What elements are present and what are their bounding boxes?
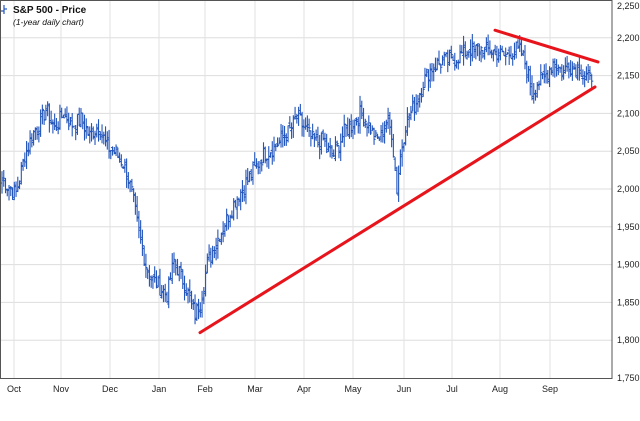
y-tick-label: 2,000 bbox=[617, 184, 640, 194]
resistance-trendline bbox=[493, 28, 600, 64]
x-tick-label: Apr bbox=[297, 384, 311, 394]
ohlc-bar bbox=[439, 64, 443, 74]
x-tick-label: Nov bbox=[53, 384, 70, 394]
y-axis-tick-labels: 1,750 1,800 1,850 1,900 1,950 2,000 2,050 2,100… bbox=[617, 1, 640, 383]
legend: S&P 500 - Price (1-year daily chart) bbox=[1, 5, 87, 27]
ohlc-bar bbox=[504, 47, 508, 66]
x-tick-label: Aug bbox=[492, 384, 508, 394]
ohlc-bar bbox=[119, 154, 123, 167]
plot-frame bbox=[0, 0, 613, 379]
y-tick-label: 2,100 bbox=[617, 108, 640, 118]
legend-ohlc-icon bbox=[1, 5, 7, 14]
ohlc-bar bbox=[179, 261, 183, 280]
y-tick-label: 1,800 bbox=[617, 335, 640, 345]
x-tick-label: Jan bbox=[152, 384, 167, 394]
x-tick-label: Mar bbox=[247, 384, 263, 394]
ohlc-bar bbox=[225, 208, 229, 231]
ohlc-bar bbox=[260, 159, 264, 172]
ohlc-bar bbox=[590, 74, 594, 89]
price-bars bbox=[0, 33, 594, 325]
ohlc-bar bbox=[479, 45, 483, 63]
ohlc-bar bbox=[114, 144, 118, 157]
ohlc-bar bbox=[40, 104, 44, 125]
y-tick-label: 1,750 bbox=[617, 373, 640, 383]
y-tick-label: 2,200 bbox=[617, 33, 640, 43]
ohlc-bar bbox=[363, 118, 367, 128]
ohlc-bar bbox=[368, 122, 373, 135]
x-tick-label: Sep bbox=[542, 384, 558, 394]
x-tick-label: Jul bbox=[446, 384, 458, 394]
x-tick-label: Oct bbox=[7, 384, 22, 394]
ohlc-bar bbox=[67, 112, 71, 131]
ohlc-bar bbox=[409, 105, 413, 121]
ohlc-bar bbox=[588, 65, 592, 80]
y-tick-label: 2,150 bbox=[617, 71, 640, 81]
x-tick-label: May bbox=[344, 384, 362, 394]
ohlc-bar bbox=[311, 123, 315, 140]
ohlc-bar bbox=[449, 45, 453, 59]
ohlc-bar bbox=[307, 118, 311, 137]
ohlc-bar bbox=[70, 112, 74, 137]
y-tick-label: 2,050 bbox=[617, 146, 640, 156]
y-tick-label: 1,850 bbox=[617, 297, 640, 307]
ohlc-bar bbox=[374, 130, 378, 138]
x-axis-tick-labels: Oct Nov Dec Jan Feb Mar Apr May Jun Jul Aug Sep bbox=[7, 384, 558, 394]
ohlc-bar bbox=[335, 140, 339, 147]
x-tick-label: Dec bbox=[102, 384, 119, 394]
ohlc-bar bbox=[275, 137, 280, 148]
trendlines bbox=[198, 28, 600, 335]
ohlc-bar bbox=[216, 229, 220, 259]
ohlc-bar bbox=[539, 64, 543, 86]
ohlc-bar bbox=[437, 50, 441, 65]
x-tick-label: Jun bbox=[397, 384, 412, 394]
ohlc-bar bbox=[375, 133, 380, 139]
ohlc-bar bbox=[172, 252, 176, 273]
ohlc-bar bbox=[372, 127, 376, 145]
ohlc-bar bbox=[144, 253, 148, 278]
ohlc-bar bbox=[391, 133, 395, 158]
support-trendline bbox=[198, 85, 597, 335]
y-tick-label: 1,950 bbox=[617, 222, 640, 232]
ohlc-bar bbox=[421, 81, 425, 98]
chart-subtitle: (1-year daily chart) bbox=[13, 17, 84, 27]
y-tick-label: 2,250 bbox=[617, 1, 640, 11]
y-tick-label: 1,900 bbox=[617, 260, 640, 270]
chart-title: S&P 500 - Price bbox=[13, 5, 87, 16]
ohlc-bar bbox=[61, 114, 66, 119]
ohlc-bar bbox=[203, 264, 208, 297]
x-tick-label: Feb bbox=[197, 384, 213, 394]
ohlc-bar bbox=[130, 178, 134, 192]
